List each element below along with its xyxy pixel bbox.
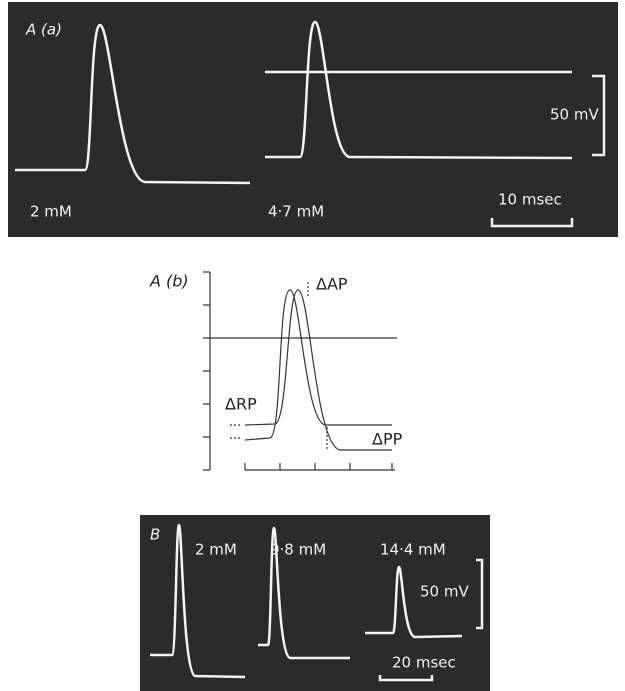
voltage-scale-label: 50 mV	[550, 106, 599, 124]
trace-label: 2 mM	[195, 541, 237, 559]
time-scale-label: 20 msec	[392, 654, 456, 672]
trace-label: 14·4 mM	[380, 541, 446, 559]
figure: A (a) 2 mM 4·7 mM 50 mV 10 msec A (b) ΔA…	[0, 0, 625, 691]
time-axis	[245, 463, 395, 470]
annotation: ΔAP	[316, 275, 348, 294]
trace-label: 2 mM	[30, 203, 72, 221]
trace	[245, 290, 392, 440]
annotation: ΔRP	[225, 395, 257, 414]
voltage-scale-label: 50 mV	[420, 583, 469, 601]
panel-label: B	[150, 526, 160, 544]
trace	[245, 290, 392, 450]
time-scale-label: 10 msec	[498, 191, 562, 209]
panel-b: B 2 mM 9·8 mM 14·4 mM 50 mV 20 msec	[140, 515, 490, 691]
annotation-marker	[230, 282, 327, 450]
panel-a: A (a) 2 mM 4·7 mM 50 mV 10 msec	[8, 2, 618, 237]
annotation: ΔPP	[372, 430, 403, 449]
trace-label: 4·7 mM	[268, 203, 324, 221]
trace-label: 9·8 mM	[270, 541, 326, 559]
panel-ab: A (b) ΔAP ΔRP ΔPP	[149, 272, 403, 471]
panel-label: A (b)	[149, 272, 189, 291]
axis	[203, 272, 210, 470]
panel-label: A (a)	[25, 21, 62, 39]
